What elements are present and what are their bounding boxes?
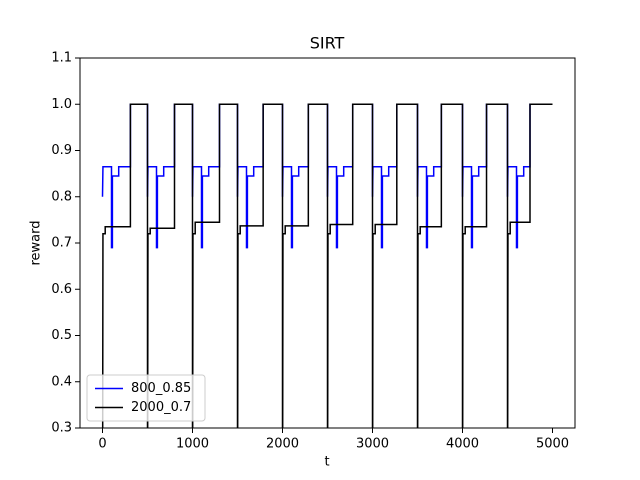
x-tick-label: 5000	[536, 437, 569, 452]
x-axis-label: t	[324, 455, 329, 470]
chart-title: SIRT	[310, 34, 345, 53]
y-tick-label: 0.7	[51, 236, 72, 251]
plot-area	[101, 103, 553, 428]
y-tick-label: 0.6	[51, 282, 72, 297]
y-tick-label: 0.8	[51, 189, 72, 204]
legend-label: 2000_0.7	[131, 400, 191, 415]
series-line	[101, 103, 553, 428]
y-tick-label: 0.5	[51, 328, 72, 343]
x-tick-label: 4000	[446, 437, 479, 452]
y-tick-label: 0.3	[51, 421, 72, 436]
x-tick-label: 0	[98, 437, 106, 452]
x-tick-label: 2000	[266, 437, 299, 452]
y-tick-label: 1.0	[51, 97, 72, 112]
y-tick-label: 0.9	[51, 143, 72, 158]
y-tick-label: 0.4	[51, 374, 72, 389]
legend-box	[86, 374, 206, 422]
x-tick-label: 3000	[356, 437, 389, 452]
legend: 800_0.85 2000_0.7	[86, 374, 206, 422]
legend-label: 800_0.85	[131, 381, 191, 396]
y-tick-label: 1.1	[51, 51, 72, 66]
y-axis-label: reward	[29, 220, 44, 265]
x-tick-label: 1000	[176, 437, 209, 452]
